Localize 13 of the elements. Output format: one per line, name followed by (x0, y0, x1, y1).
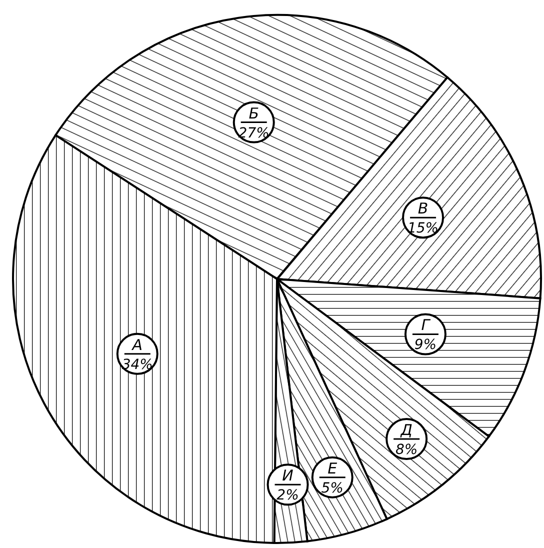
data-label: 2% (276, 488, 299, 504)
data-label: 5% (321, 480, 344, 496)
slice-label: А (131, 336, 143, 354)
slice-label: И (282, 466, 294, 485)
slice-label: Е (328, 459, 338, 478)
data-label: 9% (414, 337, 437, 354)
data-label: 15% (407, 220, 439, 237)
data-label: 8% (395, 442, 418, 458)
slice-label: Г (421, 316, 432, 334)
slice-label: В (418, 200, 428, 218)
data-label: 34% (122, 356, 153, 373)
slice-label: Д (400, 421, 413, 440)
slice-label: Б (248, 104, 260, 122)
